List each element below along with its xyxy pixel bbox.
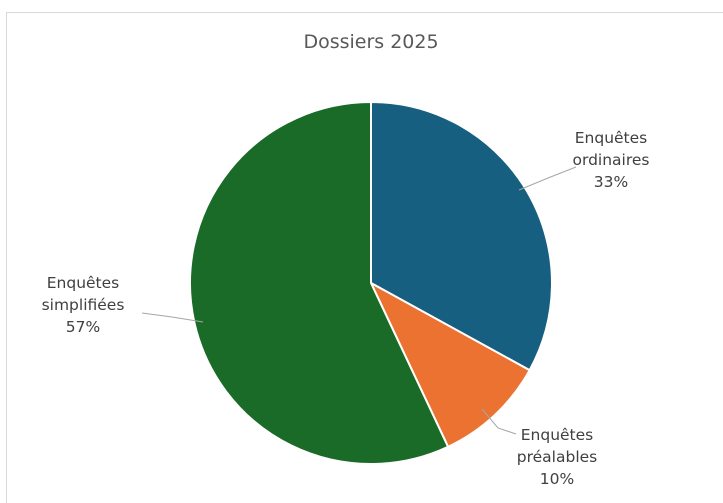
data-label-name-line: Enquêtes xyxy=(575,129,648,147)
data-label-3: Enquêtes simplifiées 57% xyxy=(42,274,125,336)
data-label-name-line: préalables xyxy=(517,448,597,466)
leader-line-1 xyxy=(518,166,577,191)
data-label-2: Enquêtes préalables 10% xyxy=(517,426,597,488)
data-labels-layer: Enquêtes ordinaires 33% Enquêtes préalables 1… xyxy=(42,129,650,488)
leader-lines-layer xyxy=(141,166,577,435)
pie-slice-2 xyxy=(368,280,531,449)
slices-layer xyxy=(189,100,553,465)
data-label-name-line: Enquêtes xyxy=(47,274,120,292)
pie-slice-1 xyxy=(370,100,553,372)
chart-title: Dossiers 2025 xyxy=(303,31,438,53)
leader-line-2 xyxy=(481,408,517,435)
data-label-name-line: ordinaires xyxy=(572,151,649,169)
data-label-percent: 57% xyxy=(66,318,100,336)
data-label-name-line: simplifiées xyxy=(42,296,125,314)
data-label-percent: 10% xyxy=(540,470,574,488)
leader-line-3 xyxy=(141,312,204,323)
data-label-percent: 33% xyxy=(594,173,628,191)
pie-slice-3 xyxy=(189,100,450,465)
data-label-name-line: Enquêtes xyxy=(521,426,594,444)
data-label-1: Enquêtes ordinaires 33% xyxy=(572,129,649,191)
